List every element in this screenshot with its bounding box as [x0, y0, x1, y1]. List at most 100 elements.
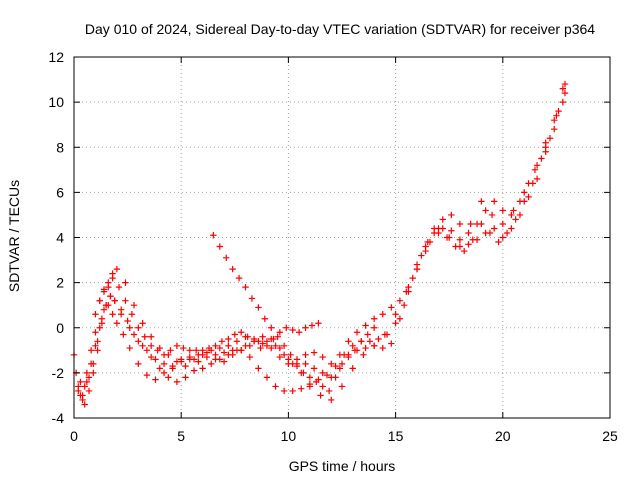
data-point-plus	[124, 317, 131, 325]
data-point-plus	[276, 329, 284, 336]
data-point-plus	[293, 360, 301, 368]
data-point-plus	[456, 243, 464, 250]
data-point-plus	[113, 320, 121, 327]
data-point-plus	[336, 351, 344, 359]
data-point-plus	[409, 274, 416, 282]
data-point-plus	[274, 333, 281, 340]
data-point-plus	[435, 225, 442, 232]
data-point-plus	[392, 311, 399, 318]
data-point-plus	[287, 351, 294, 359]
data-point-plus	[276, 344, 284, 352]
data-point-plus	[366, 338, 374, 345]
data-point-plus	[280, 342, 288, 349]
data-point-plus	[83, 369, 91, 377]
data-point-plus	[280, 387, 288, 395]
data-point-plus	[87, 347, 95, 354]
x-axis-label: GPS time / hours	[289, 458, 396, 474]
data-point-plus	[503, 229, 511, 237]
data-point-plus	[325, 387, 333, 395]
data-point-plus	[353, 329, 361, 336]
data-point-plus	[261, 315, 269, 322]
data-point-plus	[538, 155, 545, 162]
data-point-plus	[319, 383, 326, 390]
data-point-plus	[220, 349, 228, 356]
data-point-plus	[111, 297, 118, 304]
data-point-plus	[113, 265, 121, 273]
data-point-plus	[126, 344, 133, 352]
data-point-plus	[323, 371, 331, 379]
data-point-plus	[495, 238, 502, 246]
data-point-plus	[182, 362, 189, 370]
data-point-plus	[98, 320, 106, 327]
data-point-plus	[122, 279, 129, 286]
data-point-plus	[190, 367, 198, 374]
data-point-plus	[499, 234, 506, 241]
data-point-plus	[559, 85, 567, 92]
data-point-plus	[403, 288, 410, 295]
data-point-plus	[81, 401, 88, 408]
data-point-plus	[225, 335, 232, 343]
data-point-plus	[143, 371, 151, 379]
data-point-plus	[160, 360, 168, 368]
data-point-plus	[478, 198, 485, 205]
data-point-plus	[203, 353, 211, 361]
data-point-plus	[238, 347, 245, 354]
data-point-plus	[551, 116, 558, 124]
series-5	[210, 232, 378, 395]
data-point-plus	[152, 356, 159, 363]
data-point-plus	[510, 207, 517, 214]
data-point-plus	[370, 315, 378, 322]
data-point-plus	[255, 365, 262, 372]
y-tick-label: 10	[48, 94, 64, 110]
series-6	[92, 274, 322, 359]
data-point-plus	[300, 369, 307, 377]
data-point-plus	[83, 378, 91, 386]
data-point-plus	[306, 383, 314, 390]
data-point-plus	[461, 247, 468, 255]
data-point-plus	[561, 80, 569, 88]
data-point-plus	[223, 254, 230, 262]
data-point-plus	[75, 383, 82, 390]
data-point-plus	[212, 342, 219, 349]
data-point-plus	[332, 362, 339, 370]
data-point-plus	[525, 193, 532, 201]
data-point-plus	[473, 236, 481, 243]
data-point-plus	[92, 311, 99, 318]
data-point-plus	[381, 331, 389, 338]
data-point-plus	[317, 392, 324, 399]
data-point-plus	[533, 175, 541, 183]
y-tick-label: 4	[56, 230, 64, 246]
data-point-plus	[167, 347, 174, 354]
series-4	[77, 80, 569, 408]
data-point-plus	[250, 338, 258, 345]
data-point-plus	[546, 135, 554, 142]
data-point-plus	[512, 216, 519, 223]
data-point-plus	[516, 211, 524, 219]
data-point-plus	[186, 347, 193, 354]
data-point-plus	[182, 374, 189, 381]
data-point-plus	[193, 347, 200, 354]
data-point-plus	[516, 198, 524, 205]
data-point-plus	[561, 89, 569, 97]
data-point-plus	[473, 220, 481, 228]
data-point-plus	[85, 374, 93, 381]
data-point-plus	[521, 189, 528, 196]
data-point-plus	[147, 342, 155, 349]
x-tick-label: 20	[495, 428, 511, 444]
data-point-plus	[379, 344, 386, 352]
data-point-plus	[94, 338, 101, 345]
y-tick-label: 8	[56, 139, 64, 155]
data-point-plus	[105, 279, 112, 286]
data-point-plus	[156, 365, 163, 372]
data-point-plus	[147, 333, 155, 340]
data-point-plus	[559, 98, 567, 106]
data-point-plus	[238, 329, 245, 336]
data-point-plus	[310, 349, 318, 356]
data-point-plus	[92, 342, 99, 349]
data-point-plus	[94, 347, 101, 354]
data-point-plus	[244, 333, 251, 340]
data-point-plus	[263, 342, 271, 349]
data-point-plus	[328, 396, 335, 404]
data-point-plus	[216, 243, 223, 250]
data-point-plus	[272, 342, 279, 349]
